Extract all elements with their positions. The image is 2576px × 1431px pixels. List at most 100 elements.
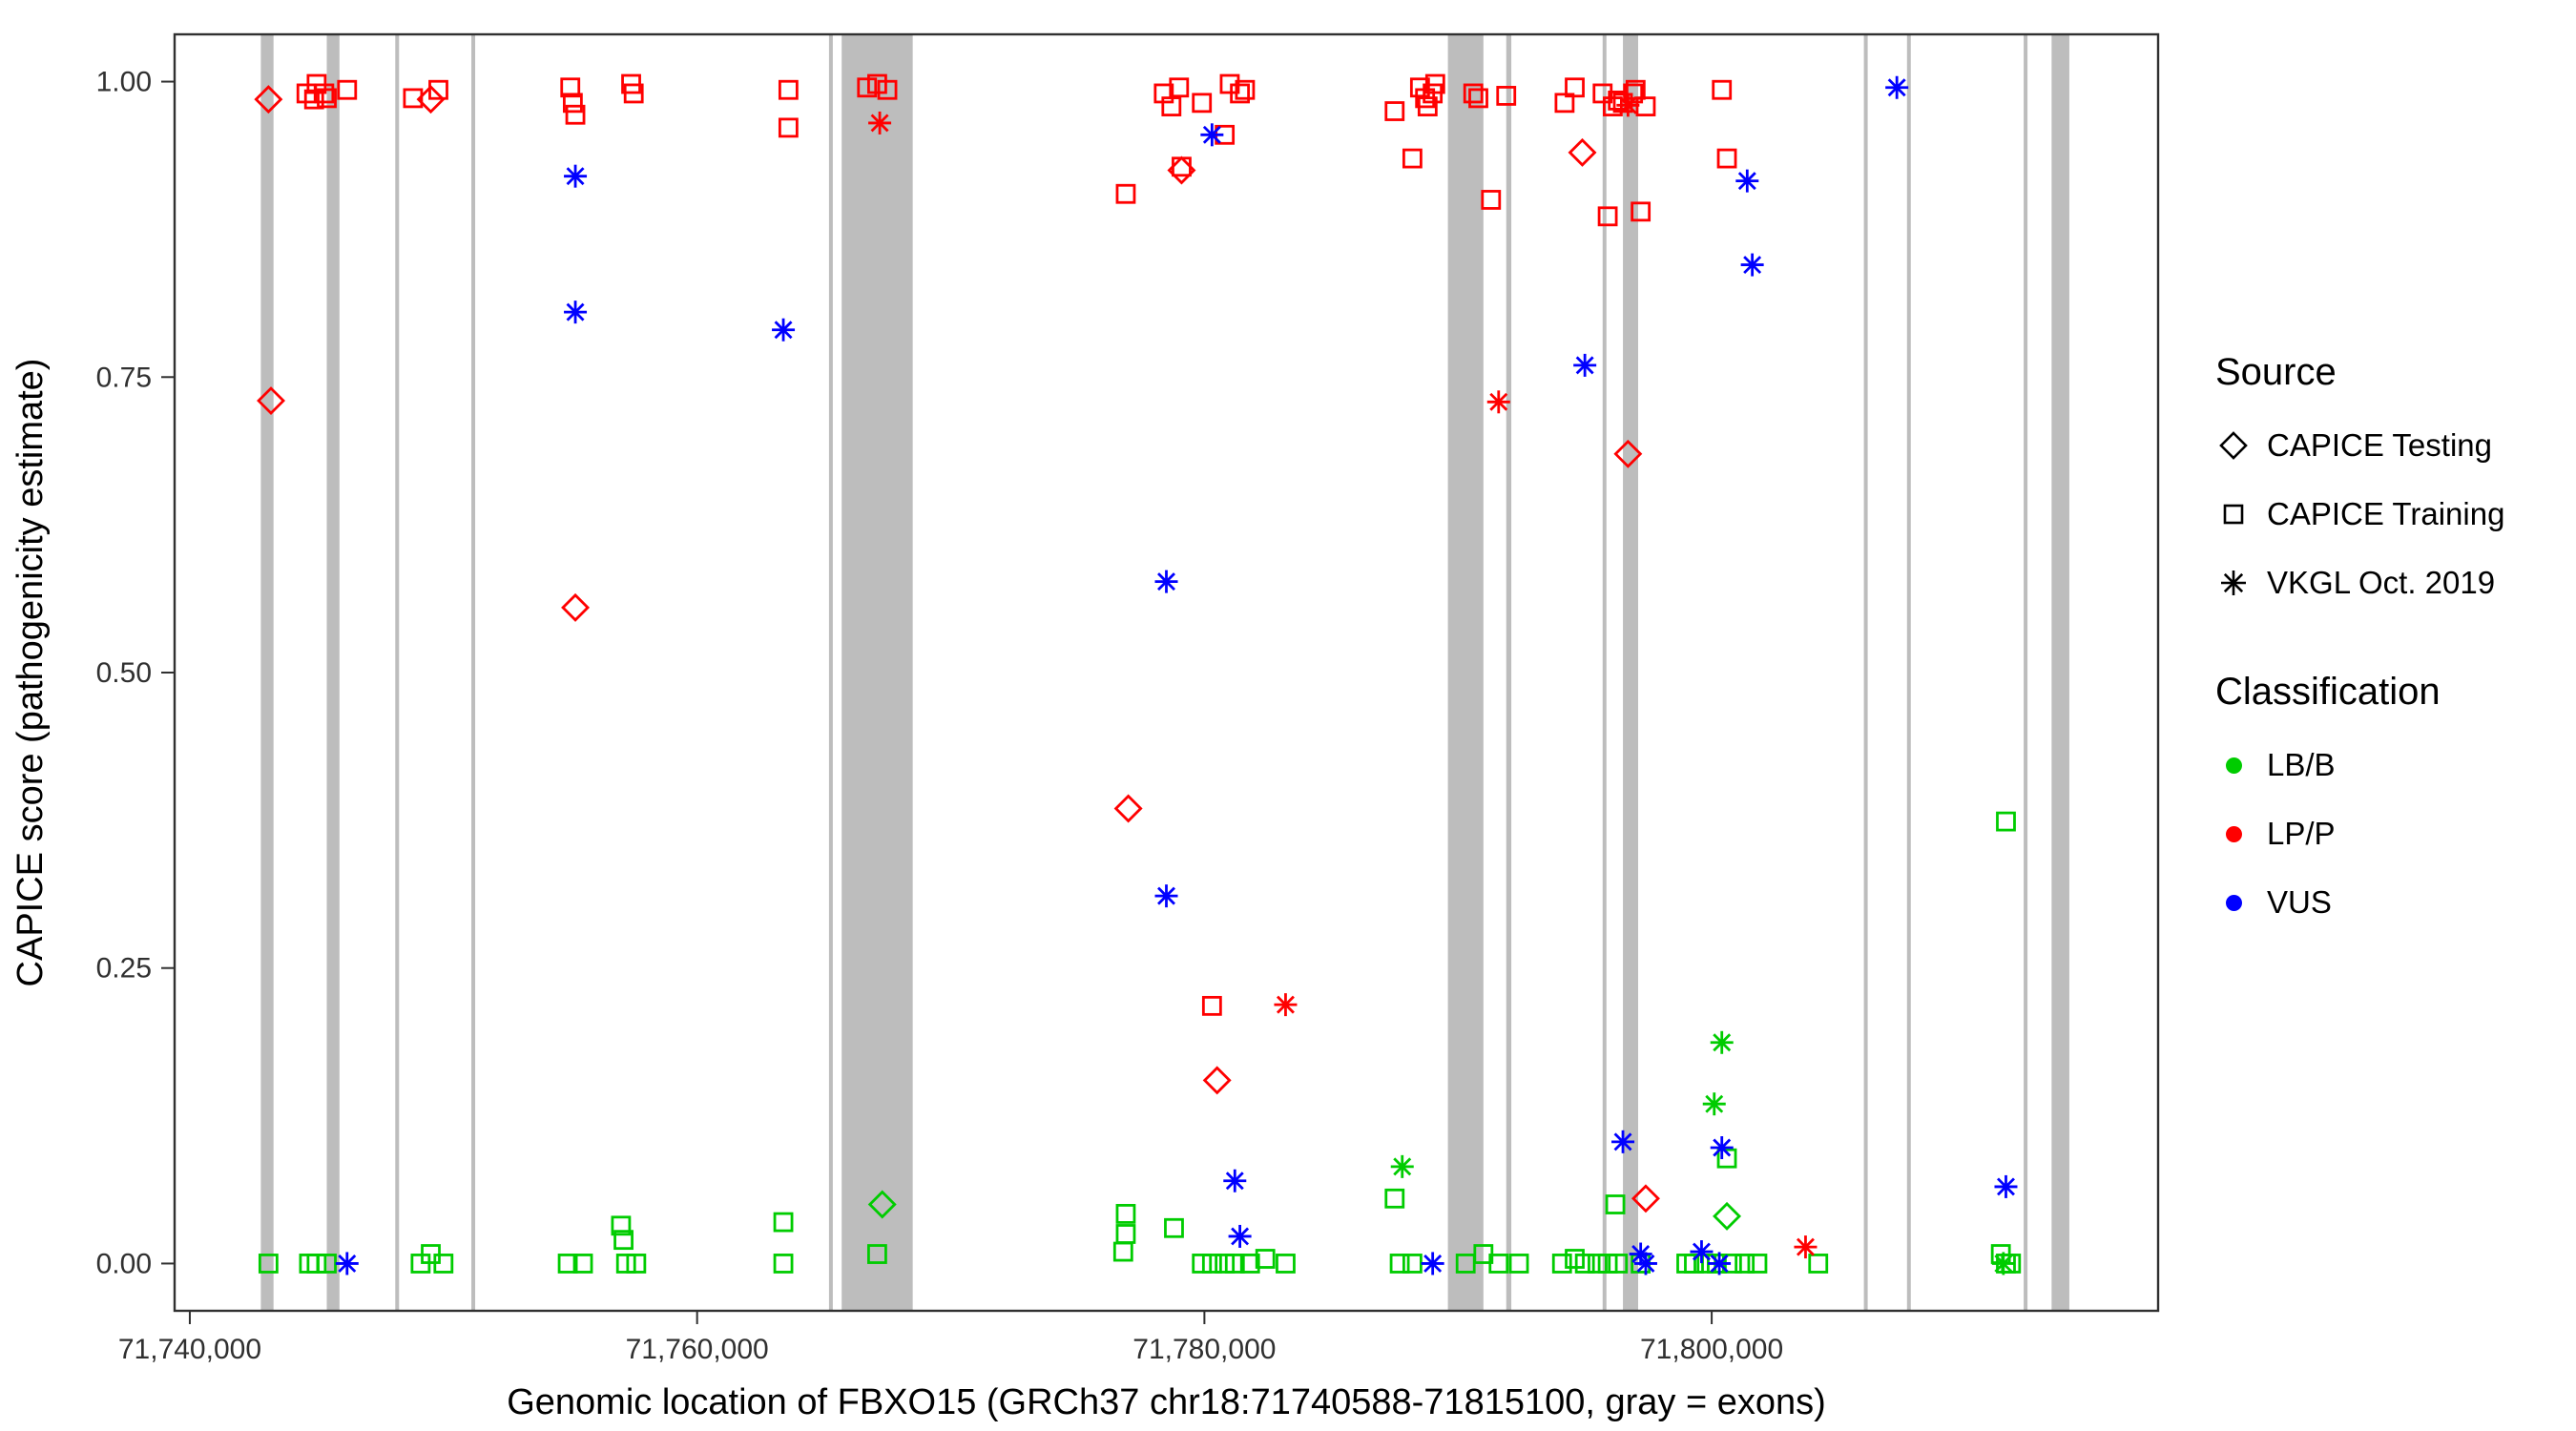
data-point-square — [1215, 1254, 1236, 1274]
data-point-square — [1164, 1217, 1184, 1238]
data-point-asterisk — [1618, 95, 1637, 114]
series-capice-testing-lb-b — [867, 1190, 1742, 1231]
data-point-asterisk — [1157, 886, 1175, 905]
exon-band — [1447, 34, 1484, 1311]
data-point-diamond — [1568, 137, 1597, 167]
data-point-asterisk — [1631, 1245, 1651, 1264]
legend-item-label: LP/P — [2267, 816, 2336, 851]
data-point-square — [1481, 190, 1502, 210]
data-point-square — [1239, 1254, 1260, 1274]
data-point-square — [565, 104, 586, 125]
data-point-diamond — [561, 592, 591, 622]
legend-item-capice-training: CAPICE Training — [2215, 480, 2504, 549]
exon-band — [471, 34, 476, 1311]
data-point-square — [1608, 1254, 1629, 1274]
legend-item-vus: VUS — [2215, 868, 2504, 937]
data-point-asterisk — [1994, 1254, 2013, 1273]
legend-item-label: VUS — [2267, 884, 2332, 920]
data-point-square — [403, 88, 424, 109]
y-tick-label: 1.00 — [96, 67, 152, 98]
data-point-square — [1551, 1254, 1572, 1274]
data-point-square — [1468, 88, 1488, 109]
data-point-square — [317, 1254, 337, 1274]
data-point-asterisk — [566, 167, 585, 186]
data-point-square — [1635, 96, 1656, 116]
data-point-square — [317, 88, 337, 109]
data-point-diamond — [257, 386, 286, 416]
panel-border — [173, 32, 2160, 1313]
exon-band — [326, 34, 340, 1311]
legend-item-label: CAPICE Testing — [2267, 427, 2492, 463]
data-point-asterisk — [1423, 1254, 1443, 1273]
asterisk-icon — [2215, 565, 2252, 601]
series-capice-training-lp-p — [296, 73, 1737, 1016]
data-point-asterisk — [1705, 1094, 1724, 1113]
legend-item-label: LB/B — [2267, 747, 2336, 782]
exon-band — [260, 34, 274, 1311]
data-point-square — [1996, 811, 2016, 832]
data-point-square — [1255, 1249, 1276, 1269]
data-point-square — [1716, 1148, 1737, 1169]
data-point-square — [1592, 83, 1613, 104]
data-point-square — [1384, 1188, 1405, 1209]
data-point-square — [1747, 1254, 1768, 1274]
data-point-square — [1631, 201, 1652, 222]
data-point-square — [314, 83, 335, 104]
data-point-square — [557, 1254, 578, 1274]
data-point-square — [778, 79, 799, 100]
data-point-square — [560, 77, 581, 98]
data-point-square — [303, 89, 324, 110]
x-tick-label: 71,780,000 — [1132, 1334, 1276, 1365]
x-tick-label: 71,760,000 — [626, 1334, 769, 1365]
classification-dot-icon — [2215, 884, 2252, 921]
data-point-square — [1201, 995, 1222, 1016]
x-axis-title: Genomic location of FBXO15 (GRCh37 chr18… — [507, 1382, 1826, 1422]
data-point-square — [623, 83, 644, 104]
data-point-asterisk — [1713, 1033, 1732, 1052]
data-point-square — [1230, 83, 1250, 104]
exon-band — [841, 34, 913, 1311]
series-capice-testing-lp-p — [254, 85, 1660, 1213]
data-point-asterisk — [1887, 78, 1906, 97]
data-point-square — [613, 1230, 634, 1251]
legend-item-capice-testing: CAPICE Testing — [2215, 411, 2504, 480]
exon-band — [1623, 34, 1638, 1311]
data-point-square — [1112, 1241, 1133, 1262]
data-point-square — [1808, 1254, 1829, 1274]
legend-item-label: CAPICE Training — [2267, 496, 2505, 531]
data-point-asterisk — [774, 321, 793, 340]
data-point-square — [258, 1254, 279, 1274]
data-point-square — [1496, 86, 1517, 106]
data-point-asterisk — [1692, 1242, 1711, 1261]
data-point-square — [626, 1254, 647, 1274]
legend-title-source: Source — [2215, 351, 2337, 393]
data-point-square — [1684, 1254, 1704, 1274]
data-point-square — [877, 79, 898, 100]
data-point-square — [867, 1244, 887, 1264]
data-point-square — [1608, 90, 1629, 111]
square-icon — [2215, 496, 2252, 532]
classification-dot-icon — [2215, 816, 2252, 852]
data-point-asterisk — [566, 302, 585, 321]
data-point-asterisk — [1796, 1237, 1815, 1256]
y-axis-title: CAPICE score (pathogenicity estimate) — [10, 359, 51, 987]
exon-band — [2024, 34, 2028, 1311]
data-point-square — [1235, 79, 1256, 100]
legend-item-vkgl-oct-2019: VKGL Oct. 2019 — [2215, 549, 2504, 617]
data-point-square — [773, 1212, 794, 1233]
data-point-square — [428, 79, 448, 100]
data-point-asterisk — [870, 114, 889, 133]
data-point-square — [1417, 96, 1438, 116]
data-point-square — [1508, 1254, 1529, 1274]
data-point-asterisk — [1997, 1177, 2015, 1196]
data-point-square — [1605, 1194, 1626, 1214]
data-point-square — [1389, 1254, 1410, 1274]
data-point-square — [1409, 77, 1430, 98]
data-point-square — [611, 1215, 632, 1236]
data-point-asterisk — [1489, 392, 1508, 411]
data-point-square — [1192, 93, 1213, 114]
data-point-square — [1554, 93, 1575, 114]
y-tick-label: 0.00 — [96, 1248, 152, 1279]
y-tick-label: 0.25 — [96, 953, 152, 985]
